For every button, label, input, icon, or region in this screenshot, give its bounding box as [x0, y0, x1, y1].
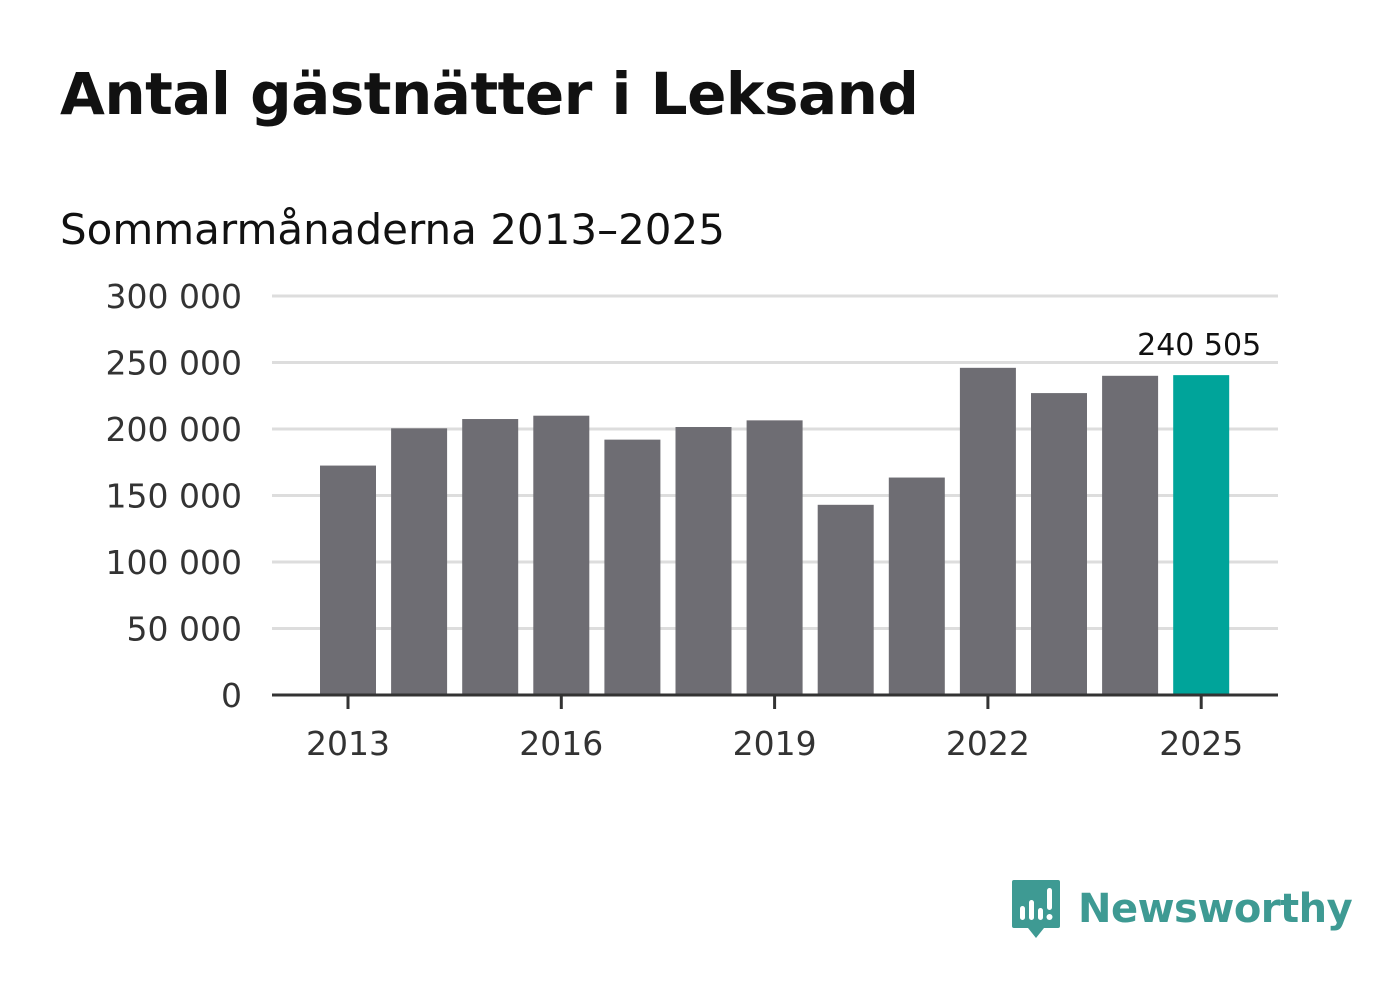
bar-2024 — [1102, 375, 1159, 695]
bar-2023 — [1031, 393, 1087, 695]
chart-subtitle: Sommarmånaderna 2013–2025 — [60, 205, 725, 254]
brand-logo: Newsworthy — [1010, 878, 1353, 940]
x-tick-label: 2016 — [519, 724, 603, 763]
brand-name: Newsworthy — [1078, 886, 1353, 932]
y-tick-label: 300 000 — [106, 277, 242, 316]
bar-2016 — [533, 415, 590, 695]
x-tick-label: 2019 — [733, 724, 817, 763]
bar-2017 — [604, 439, 661, 695]
bar-2014 — [391, 428, 448, 695]
bar-2020 — [817, 504, 874, 695]
data-label-2025: 240 505 — [1137, 328, 1261, 363]
bar-2025 — [1173, 375, 1230, 695]
newsworthy-logo-icon — [1012, 880, 1060, 938]
axes — [272, 693, 1278, 709]
labels: 0 50 000 100 000 150 000 200 000 250 000 300 0… — [106, 277, 1262, 763]
bar-2018 — [675, 427, 732, 695]
bars — [320, 367, 1230, 695]
bar-2015 — [462, 419, 519, 695]
x-tick-label: 2013 — [306, 724, 390, 763]
x-tick-label: 2025 — [1159, 724, 1243, 763]
bar-2013 — [320, 465, 376, 695]
bar-2021 — [888, 477, 945, 695]
y-tick-label: 250 000 — [106, 344, 242, 383]
x-tick-label: 2022 — [946, 724, 1030, 763]
y-tick-label: 200 000 — [106, 410, 242, 449]
bar-2022 — [959, 367, 1016, 695]
bar-2019 — [746, 420, 803, 695]
y-tick-label: 150 000 — [106, 477, 242, 516]
chart-title: Antal gästnätter i Leksand — [60, 60, 919, 128]
y-tick-label: 100 000 — [106, 543, 242, 582]
y-tick-label: 50 000 — [127, 610, 242, 649]
y-tick-label: 0 — [221, 676, 242, 715]
